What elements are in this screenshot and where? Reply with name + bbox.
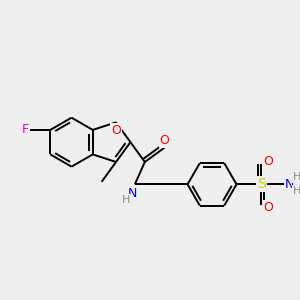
Text: H: H (122, 195, 130, 205)
Text: N: N (285, 178, 294, 191)
Text: O: O (263, 201, 273, 214)
Text: F: F (22, 123, 29, 136)
Text: H: H (293, 172, 300, 182)
Text: O: O (160, 134, 170, 147)
Text: O: O (111, 124, 121, 137)
Text: N: N (128, 187, 138, 200)
Text: O: O (263, 155, 273, 168)
Text: H: H (293, 186, 300, 196)
Text: S: S (256, 177, 266, 191)
